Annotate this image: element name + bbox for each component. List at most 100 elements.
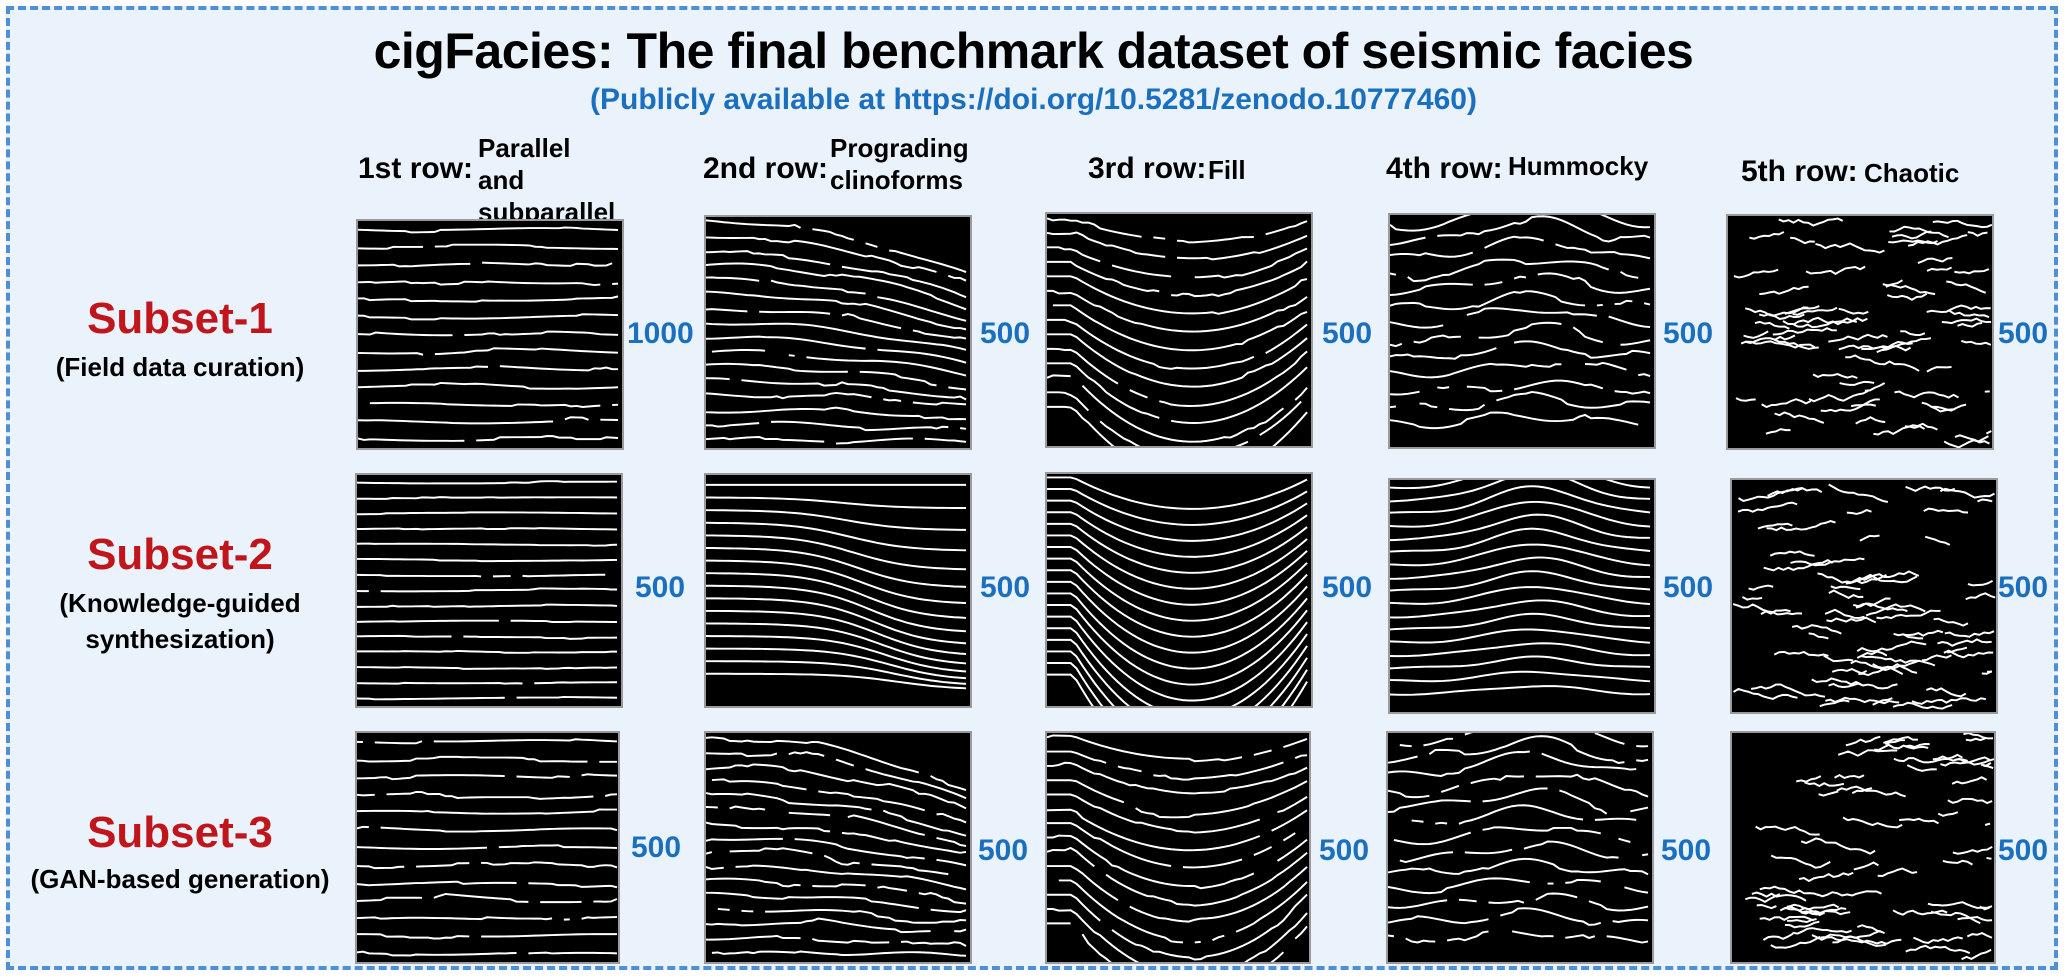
seismic-reflector [1565, 934, 1596, 939]
seismic-reflector [1620, 270, 1639, 279]
seismic-reflector [380, 826, 618, 833]
seismic-reflector [1194, 940, 1201, 944]
seismic-reflector [1428, 735, 1625, 764]
seismic-reflector [1732, 687, 1798, 700]
seismic-reflector [1047, 822, 1172, 867]
seismic-reflector [1904, 425, 1926, 430]
seismic-reflector [1828, 333, 1888, 343]
seismic-reflector [1153, 761, 1284, 781]
seismic-reflector [1815, 242, 1885, 254]
seismic-reflector [357, 793, 375, 797]
facies-image-chaotic-subset-3 [1730, 731, 1996, 964]
seismic-reflector [1883, 736, 1918, 744]
seismic-reflector [1276, 838, 1308, 862]
seismic-reflector [1754, 320, 1790, 330]
seismic-reflector [516, 775, 570, 779]
seismic-reflector [1513, 275, 1527, 280]
seismic-reflector [706, 276, 760, 282]
seismic-reflector [1047, 522, 1308, 574]
seismic-reflector [1845, 354, 1920, 372]
seismic-reflector [1769, 550, 1815, 557]
seismic-reflector [1905, 944, 1971, 955]
seismic-reflector [1135, 780, 1308, 819]
subset-1-name: Subset-1 [87, 294, 273, 343]
seismic-reflector [1790, 236, 1815, 245]
seismic-reflector [1826, 616, 1877, 624]
sample-count: 500 [1319, 834, 1370, 867]
seismic-reflector [434, 347, 619, 356]
seismic-reflector [877, 296, 967, 322]
seismic-reflector [1388, 799, 1471, 814]
seismic-reflector [1390, 342, 1403, 348]
seismic-reflector [1500, 907, 1602, 926]
seismic-reflector [1784, 920, 1820, 929]
seismic-reflector [1171, 260, 1308, 298]
seismic-reflector [1484, 235, 1544, 249]
seismic-reflector [1784, 305, 1820, 315]
seismic-reflector [434, 243, 619, 250]
seismic-reflector [1846, 509, 1872, 515]
seismic-reflector [1832, 938, 1902, 945]
seismic-reflector [416, 862, 470, 868]
seismic-reflector [1047, 662, 1308, 706]
seismic-reflector [1872, 697, 1893, 706]
seismic-reflector [1774, 411, 1825, 424]
seismic-reflector [812, 883, 866, 888]
seismic-reflector [1820, 398, 1880, 413]
page-title: cigFacies: The final benchmark dataset o… [373, 23, 1694, 79]
seismic-reflector [1885, 283, 1936, 296]
seismic-reflector [1047, 534, 1308, 590]
seismic-reflector [1047, 580, 1308, 654]
seismic-reflector [1905, 485, 1956, 493]
seismic-reflector [1390, 347, 1497, 360]
seismic-reflector [1390, 480, 1651, 503]
seismic-reflector [1294, 754, 1308, 759]
seismic-reflector [1565, 879, 1601, 884]
seismic-reflector [1294, 925, 1308, 940]
seismic-reflector [912, 401, 967, 406]
seismic-reflector [706, 496, 967, 510]
seismic-reflector [1388, 857, 1649, 876]
seismic-reflector [357, 666, 618, 670]
subset-3-description: (GAN-based generation) [30, 864, 330, 894]
seismic-reflector [1891, 230, 1932, 240]
seismic-reflector [706, 391, 872, 400]
seismic-reflector [1047, 391, 1090, 412]
seismic-reflector [1182, 858, 1243, 869]
seismic-reflector [581, 916, 618, 920]
seismic-reflector [1271, 809, 1308, 832]
seismic-reflector [1808, 632, 1829, 640]
seismic-reflector [528, 951, 618, 955]
doi-subtitle: (Publicly available at https://doi.org/1… [590, 83, 1477, 116]
seismic-reflector [1423, 737, 1454, 747]
seismic-reflector [936, 812, 967, 824]
seismic-reflector [357, 696, 505, 701]
seismic-reflector [1774, 338, 1819, 350]
seismic-reflector [924, 437, 967, 443]
seismic-reflector [1965, 592, 1996, 601]
seismic-reflector [1808, 390, 1869, 403]
seismic-reflector [706, 837, 783, 842]
seismic-reflector [1985, 430, 1992, 435]
seismic-reflector [1762, 932, 1794, 941]
seismic-reflector [1047, 318, 1255, 370]
seismic-reflector [374, 740, 423, 745]
seismic-reflector [1253, 749, 1272, 756]
facies-image-hummocky-subset-2 [1388, 478, 1656, 714]
seismic-reflector [706, 406, 967, 421]
seismic-reflector [357, 619, 499, 623]
seismic-reflector [1778, 217, 1844, 227]
seismic-reflector [1782, 317, 1858, 329]
seismic-reflector [357, 496, 618, 500]
seismic-reflector [1983, 764, 1994, 770]
seismic-reflector [1390, 543, 1651, 567]
seismic-reflector [1759, 885, 1820, 897]
seismic-reflector [1388, 915, 1489, 925]
column-row-tag: 5th row: [1741, 155, 1858, 188]
seismic-reflector [1594, 817, 1637, 821]
seismic-reflector [765, 909, 967, 924]
seismic-reflector [1892, 575, 1918, 584]
seismic-reflector [1047, 808, 1261, 852]
subset-3-name: Subset-3 [87, 808, 273, 857]
seismic-reflector [357, 896, 423, 902]
